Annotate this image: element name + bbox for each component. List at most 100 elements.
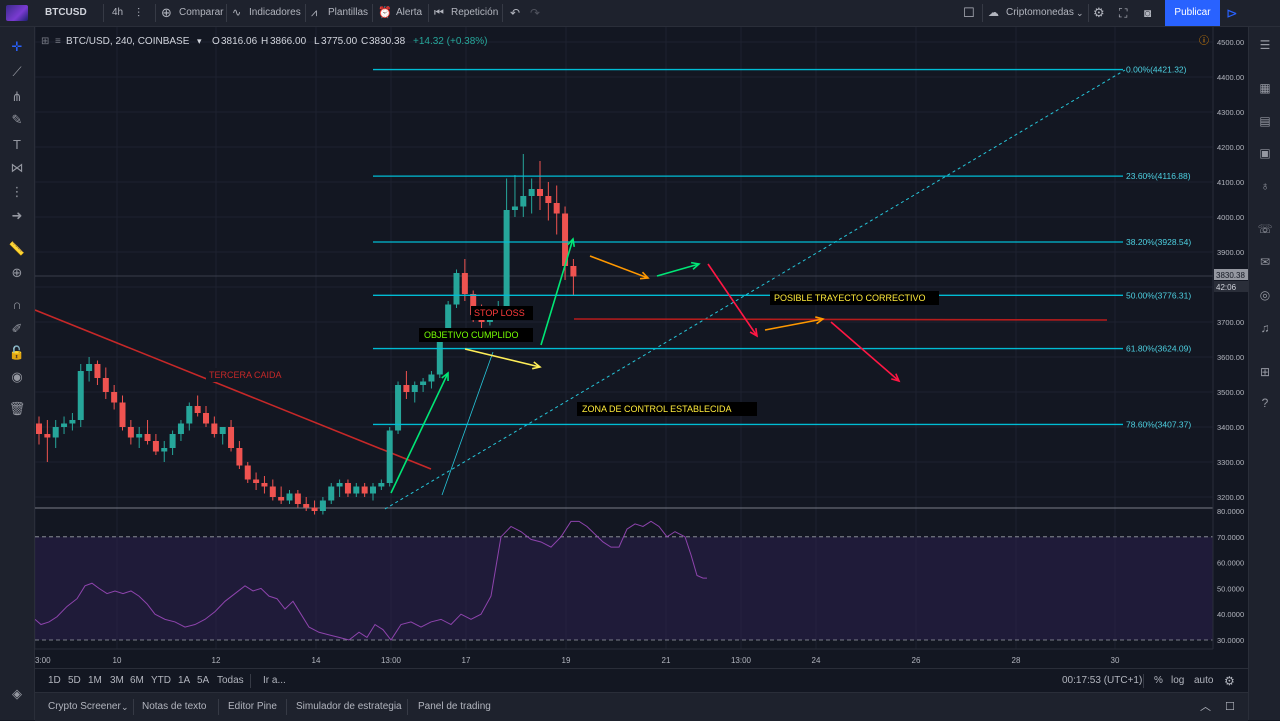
annotation-zona[interactable]: ZONA DE CONTROL ESTABLECIDA bbox=[582, 404, 732, 414]
data-window-icon[interactable]: ⊞ bbox=[1259, 365, 1271, 379]
replay-icon[interactable]: ⏮ bbox=[434, 7, 444, 19]
range-3m[interactable]: 3M bbox=[110, 675, 124, 686]
range-ytd[interactable]: YTD bbox=[151, 675, 171, 686]
candle-body bbox=[470, 294, 477, 315]
ideas-bulb-icon[interactable]: ♁ bbox=[1260, 179, 1270, 193]
candle-body bbox=[428, 374, 435, 382]
tab-pine-editor[interactable]: Editor Pine bbox=[228, 701, 277, 712]
annotation-tercera-caida[interactable]: TERCERA CAIDA bbox=[209, 370, 282, 380]
chevron-down-icon[interactable]: ⌄ bbox=[1076, 8, 1084, 18]
publish-button[interactable]: Publicar bbox=[1165, 0, 1220, 26]
log-scale-toggle[interactable]: log bbox=[1171, 675, 1185, 686]
chat-icon[interactable]: ☏ bbox=[1257, 222, 1273, 236]
ruler-icon[interactable]: 📏 bbox=[8, 241, 26, 256]
help-icon[interactable]: ? bbox=[1261, 396, 1269, 410]
collapse-up-icon[interactable]: ︿ bbox=[1200, 701, 1211, 713]
range-1m[interactable]: 1M bbox=[88, 675, 102, 686]
range-5a[interactable]: 5A bbox=[197, 675, 210, 686]
goto-date-button[interactable]: Ir a... bbox=[263, 675, 286, 686]
range-1d[interactable]: 1D bbox=[48, 675, 61, 686]
range-6m[interactable]: 6M bbox=[130, 675, 144, 686]
pane-menu-icon[interactable]: ≡ bbox=[55, 36, 61, 47]
indicators-button[interactable]: Indicadores bbox=[249, 7, 301, 18]
annotation-stop-loss[interactable]: STOP LOSS bbox=[474, 308, 525, 318]
gear-icon[interactable]: ⚙ bbox=[1093, 5, 1105, 20]
market-select[interactable]: Criptomonedas bbox=[1006, 7, 1074, 18]
alarm-clock-icon[interactable]: ⏰ bbox=[378, 7, 392, 19]
axis-gear-icon[interactable]: ⚙ bbox=[1224, 674, 1235, 688]
price-axis[interactable]: 4500.00 4400.00 4300.00 4200.00 4100.00 4000.… bbox=[1212, 27, 1248, 649]
lock-icon[interactable]: 🔓 bbox=[8, 345, 26, 360]
fullscreen-icon[interactable]: ⛶ bbox=[1119, 6, 1128, 20]
price-tick-label: 4100.00 bbox=[1217, 178, 1244, 187]
tab-trading-panel[interactable]: Panel de trading bbox=[418, 701, 491, 712]
legend-dropdown-icon[interactable]: ▾ bbox=[197, 36, 202, 46]
screener-grid-icon[interactable]: ▣ bbox=[1259, 146, 1271, 160]
magnet-icon[interactable]: ∩ bbox=[12, 297, 22, 312]
redo-icon[interactable]: ↷ bbox=[530, 6, 541, 20]
templates-icon[interactable]: ⩘ bbox=[311, 7, 318, 19]
rsi-axis[interactable]: 80.0000 70.0000 60.0000 50.0000 40.0000 30.00… bbox=[1217, 507, 1244, 645]
trend-line-icon[interactable]: ⟋ bbox=[12, 64, 22, 79]
auto-scale-toggle[interactable]: auto bbox=[1194, 675, 1214, 686]
camera-icon[interactable]: ◙ bbox=[1144, 6, 1152, 20]
crosshair-icon[interactable]: ✛ bbox=[11, 39, 23, 54]
eye-icon[interactable]: ◉ bbox=[11, 369, 23, 384]
prediction-icon[interactable]: ⋮ bbox=[10, 184, 24, 199]
annotation-objetivo[interactable]: OBJETIVO CUMPLIDO bbox=[424, 330, 519, 340]
divider bbox=[218, 699, 219, 715]
bar-style-icon[interactable]: ⫶ bbox=[137, 6, 141, 20]
interval-button[interactable]: 4h bbox=[112, 7, 124, 18]
replay-button[interactable]: Repetición bbox=[451, 7, 499, 18]
zoom-in-icon[interactable]: ⊕ bbox=[11, 265, 23, 280]
trash-icon[interactable]: 🗑 bbox=[8, 401, 26, 416]
candle-body bbox=[61, 423, 68, 427]
indicators-icon[interactable]: ∿ bbox=[232, 7, 242, 19]
watchlist-icon[interactable]: ☰ bbox=[1259, 38, 1271, 52]
alert-button[interactable]: Alerta bbox=[396, 7, 423, 18]
warning-icon[interactable]: ⓘ bbox=[1199, 35, 1209, 47]
candle-body bbox=[44, 434, 51, 438]
cloud-icon[interactable]: ☁ bbox=[988, 7, 999, 19]
compare-button[interactable]: Comparar bbox=[179, 7, 224, 18]
arrow-left-icon[interactable]: ➜ bbox=[11, 208, 23, 223]
broadcast-icon[interactable]: ◎ bbox=[1259, 288, 1271, 302]
range-1a[interactable]: 1A bbox=[178, 675, 191, 686]
price-tick-label: 3400.00 bbox=[1217, 423, 1244, 432]
arrow-green-short-head bbox=[690, 261, 701, 270]
price-chart[interactable]: 0.00%(4421.32) 23.60%(4116.88) 38.20%(3928… bbox=[35, 27, 1248, 668]
time-axis[interactable]: 3:00 10 12 14 13:00 17 19 21 13:00 24 26 28 30 bbox=[35, 648, 1213, 665]
layers-icon[interactable]: ◈ bbox=[12, 686, 22, 701]
time-tick-label: 14 bbox=[312, 656, 321, 665]
news-icon[interactable]: ▤ bbox=[1259, 114, 1271, 128]
legend-title[interactable]: BTC/USD, 240, COINBASE bbox=[66, 36, 190, 47]
symbol-search[interactable]: BTCUSD bbox=[45, 7, 87, 18]
bottom-panel-tabs: Crypto Screener ⌄ Notas de texto Editor … bbox=[35, 692, 1248, 721]
tab-crypto-screener[interactable]: Crypto Screener bbox=[48, 701, 121, 712]
undo-icon[interactable]: ↶ bbox=[510, 6, 521, 20]
calendar-icon[interactable]: ▦ bbox=[1259, 81, 1271, 95]
chart-settings-icon[interactable]: ⊞ bbox=[41, 36, 49, 47]
pitchfork-icon[interactable]: ⋔ bbox=[11, 89, 23, 104]
annotation-posible[interactable]: POSIBLE TRAYECTO CORRECTIVO bbox=[774, 293, 926, 303]
tab-strategy-tester[interactable]: Simulador de estrategia bbox=[296, 701, 402, 712]
range-all[interactable]: Todas bbox=[217, 675, 244, 686]
play-circle-icon[interactable]: ⊳ bbox=[1226, 5, 1238, 21]
tab-text-notes[interactable]: Notas de texto bbox=[142, 701, 207, 712]
brush-icon[interactable]: ✎ bbox=[11, 112, 23, 127]
chevron-down-icon[interactable]: ⌄ bbox=[121, 702, 129, 712]
compare-plus-icon[interactable]: ⊕ bbox=[161, 5, 172, 20]
utc-clock[interactable]: 00:17:53 (UTC+1) bbox=[1062, 675, 1143, 686]
layout-square-icon[interactable]: ☐ bbox=[963, 5, 975, 20]
pencil-lock-icon[interactable]: ✐ bbox=[11, 321, 23, 336]
notifications-bell-icon[interactable]: ♫ bbox=[1260, 321, 1270, 335]
text-icon[interactable]: T bbox=[13, 137, 21, 152]
candle-body bbox=[303, 504, 310, 508]
messages-icon[interactable]: ✉ bbox=[1259, 255, 1271, 269]
percent-scale-toggle[interactable]: % bbox=[1154, 675, 1163, 686]
templates-button[interactable]: Plantillas bbox=[328, 7, 369, 18]
range-5d[interactable]: 5D bbox=[68, 675, 81, 686]
maximize-icon[interactable]: ☐ bbox=[1225, 701, 1235, 713]
pattern-icon[interactable]: ⋈ bbox=[10, 160, 24, 175]
app-logo[interactable] bbox=[6, 5, 28, 21]
